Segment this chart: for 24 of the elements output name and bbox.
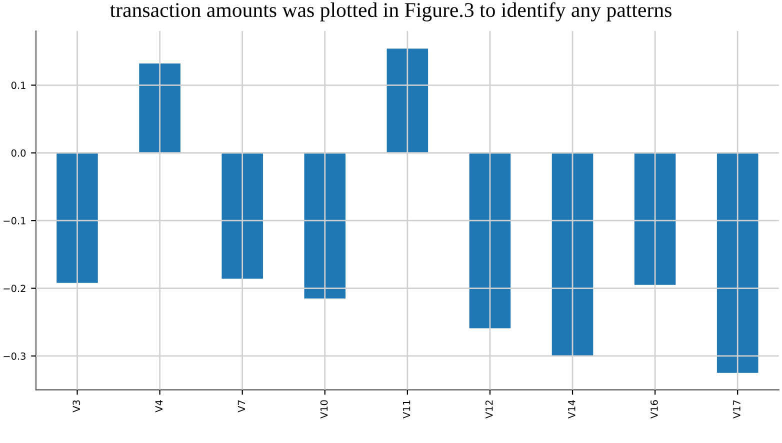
x-tick-label: V11 xyxy=(403,400,410,419)
y-tick-label: −0.2 xyxy=(4,284,26,292)
x-tick-label: V4 xyxy=(155,400,162,412)
bar xyxy=(469,152,511,328)
x-tick-label: V14 xyxy=(568,400,576,419)
x-tick-label: V7 xyxy=(238,400,246,412)
text: transaction amounts was plotted in Figure.3 to identify any patterns xyxy=(110,2,672,22)
bar xyxy=(634,152,676,285)
bar xyxy=(552,152,594,356)
x-tick-label: V16 xyxy=(650,400,658,419)
bar xyxy=(56,152,98,283)
bar xyxy=(716,152,758,373)
x-tick-label: V10 xyxy=(320,400,328,419)
y-tick-label: −0.3 xyxy=(4,352,26,360)
x-tick-label: V12 xyxy=(485,400,493,419)
y-tick-label: 0.0 xyxy=(11,149,26,157)
bar xyxy=(222,152,263,279)
bar xyxy=(386,48,428,153)
bar xyxy=(139,64,180,153)
y-tick-label: 0.1 xyxy=(11,82,26,90)
y-tick-label: −0.1 xyxy=(4,217,26,224)
bar xyxy=(304,152,346,298)
x-tick-label: V3 xyxy=(72,400,80,412)
x-tick-label: V17 xyxy=(733,400,740,419)
